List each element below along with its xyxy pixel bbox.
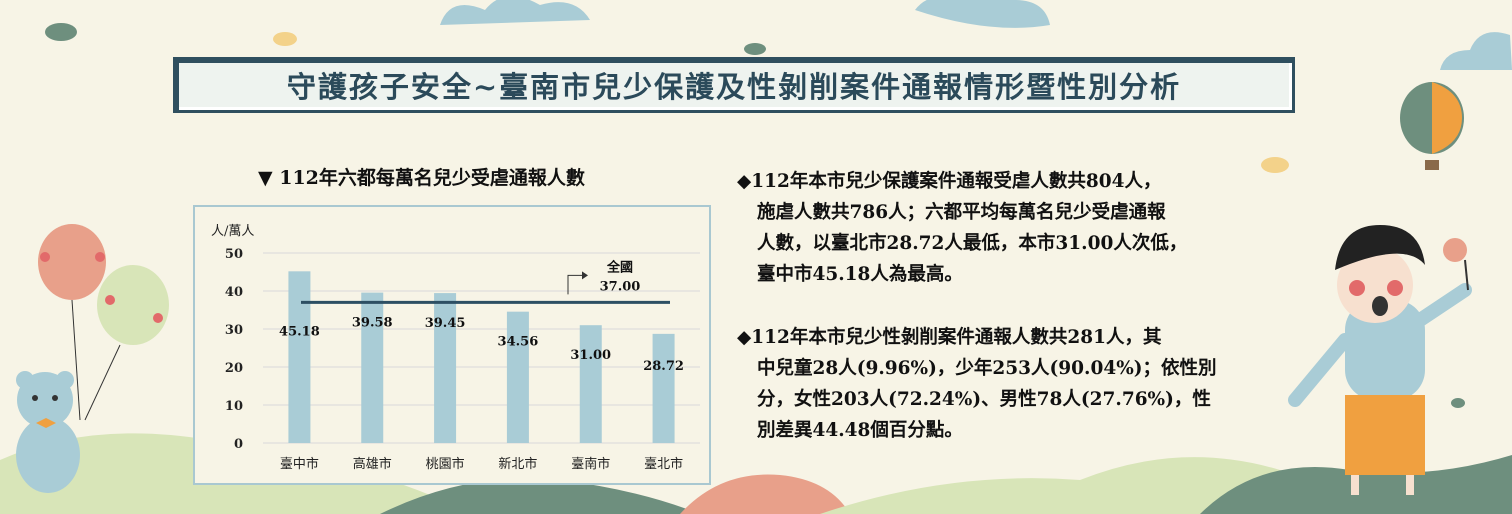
data-label: 34.56 [498,335,539,350]
y-axis-label: 人/萬人 [211,224,254,239]
paragraph1-line4: 臺中市45.18人為最高。 [757,264,963,285]
chart-caption: ▼ 112年六都每萬名兒少受虐通報人數 [258,167,585,189]
paragraph-child-protection: ◆112年本市兒少保護案件通報受虐人數共804人， 施虐人數共786人；六都平均… [737,166,1292,290]
x-tick-label: 高雄市 [353,456,392,472]
y-tick-label: 10 [225,399,243,414]
x-tick-label: 新北市 [498,456,537,472]
paragraph-sexual-exploitation: ◆112年本市兒少性剝削案件通報人數共281人，其 中兒童28人(9.96%)，… [737,322,1292,446]
paragraph2-line3: 分，女性203人(72.24%)、男性78人(27.76%)，性 [757,389,1211,410]
y-tick-label: 20 [225,361,243,376]
page-title: 守護孩子安全~臺南市兒少保護及性剝削案件通報情形暨性別分析 [286,70,1182,104]
x-tick-label: 臺北市 [644,456,683,472]
bar [288,271,311,443]
data-label: 28.72 [643,359,684,374]
x-tick-label: 桃園市 [426,456,465,472]
data-label: 39.45 [425,316,466,331]
paragraph2-line4: 別差異44.48個百分點。 [757,420,963,441]
paragraph1-line2: 施虐人數共786人；六都平均每萬名兒少受虐通報 [757,202,1166,223]
x-tick-label: 臺中市 [280,456,319,472]
bar [361,292,384,443]
page-title-box: 守護孩子安全~臺南市兒少保護及性剝削案件通報情形暨性別分析 [173,57,1295,113]
bar [652,333,675,443]
y-tick-label: 0 [234,437,243,452]
paragraph2-line1: ◆112年本市兒少性剝削案件通報人數共281人，其 [737,327,1162,348]
y-tick-label: 40 [225,285,243,300]
bar [579,325,602,443]
y-tick-label: 50 [225,247,243,262]
data-label: 31.00 [570,348,611,363]
reference-pointer [567,274,582,295]
y-tick-label: 30 [225,323,243,338]
bar-chart: 人/萬人 0 10 20 30 40 50 全國 37.00 45.18 臺中市 39.58 高雄… [211,224,700,472]
bar [434,293,457,443]
arrow-head-icon [582,271,588,280]
paragraph2-line2: 中兒童28人(9.96%)，少年253人(90.04%)；依性別 [757,358,1217,379]
paragraph1-line3: 人數，以臺北市28.72人最低，本市31.00人次低， [757,233,1188,254]
data-label: 45.18 [279,324,320,339]
reference-line-value: 37.00 [600,279,641,294]
reference-line-label: 全國 [606,259,633,275]
bar [506,311,529,443]
x-tick-label: 臺南市 [571,456,610,472]
paragraph1-line1: ◆112年本市兒少保護案件通報受虐人數共804人， [737,171,1162,192]
chart-frame: 人/萬人 0 10 20 30 40 50 全國 37.00 45.18 臺中市 39.58 高雄… [193,205,711,485]
data-label: 39.58 [352,316,393,331]
